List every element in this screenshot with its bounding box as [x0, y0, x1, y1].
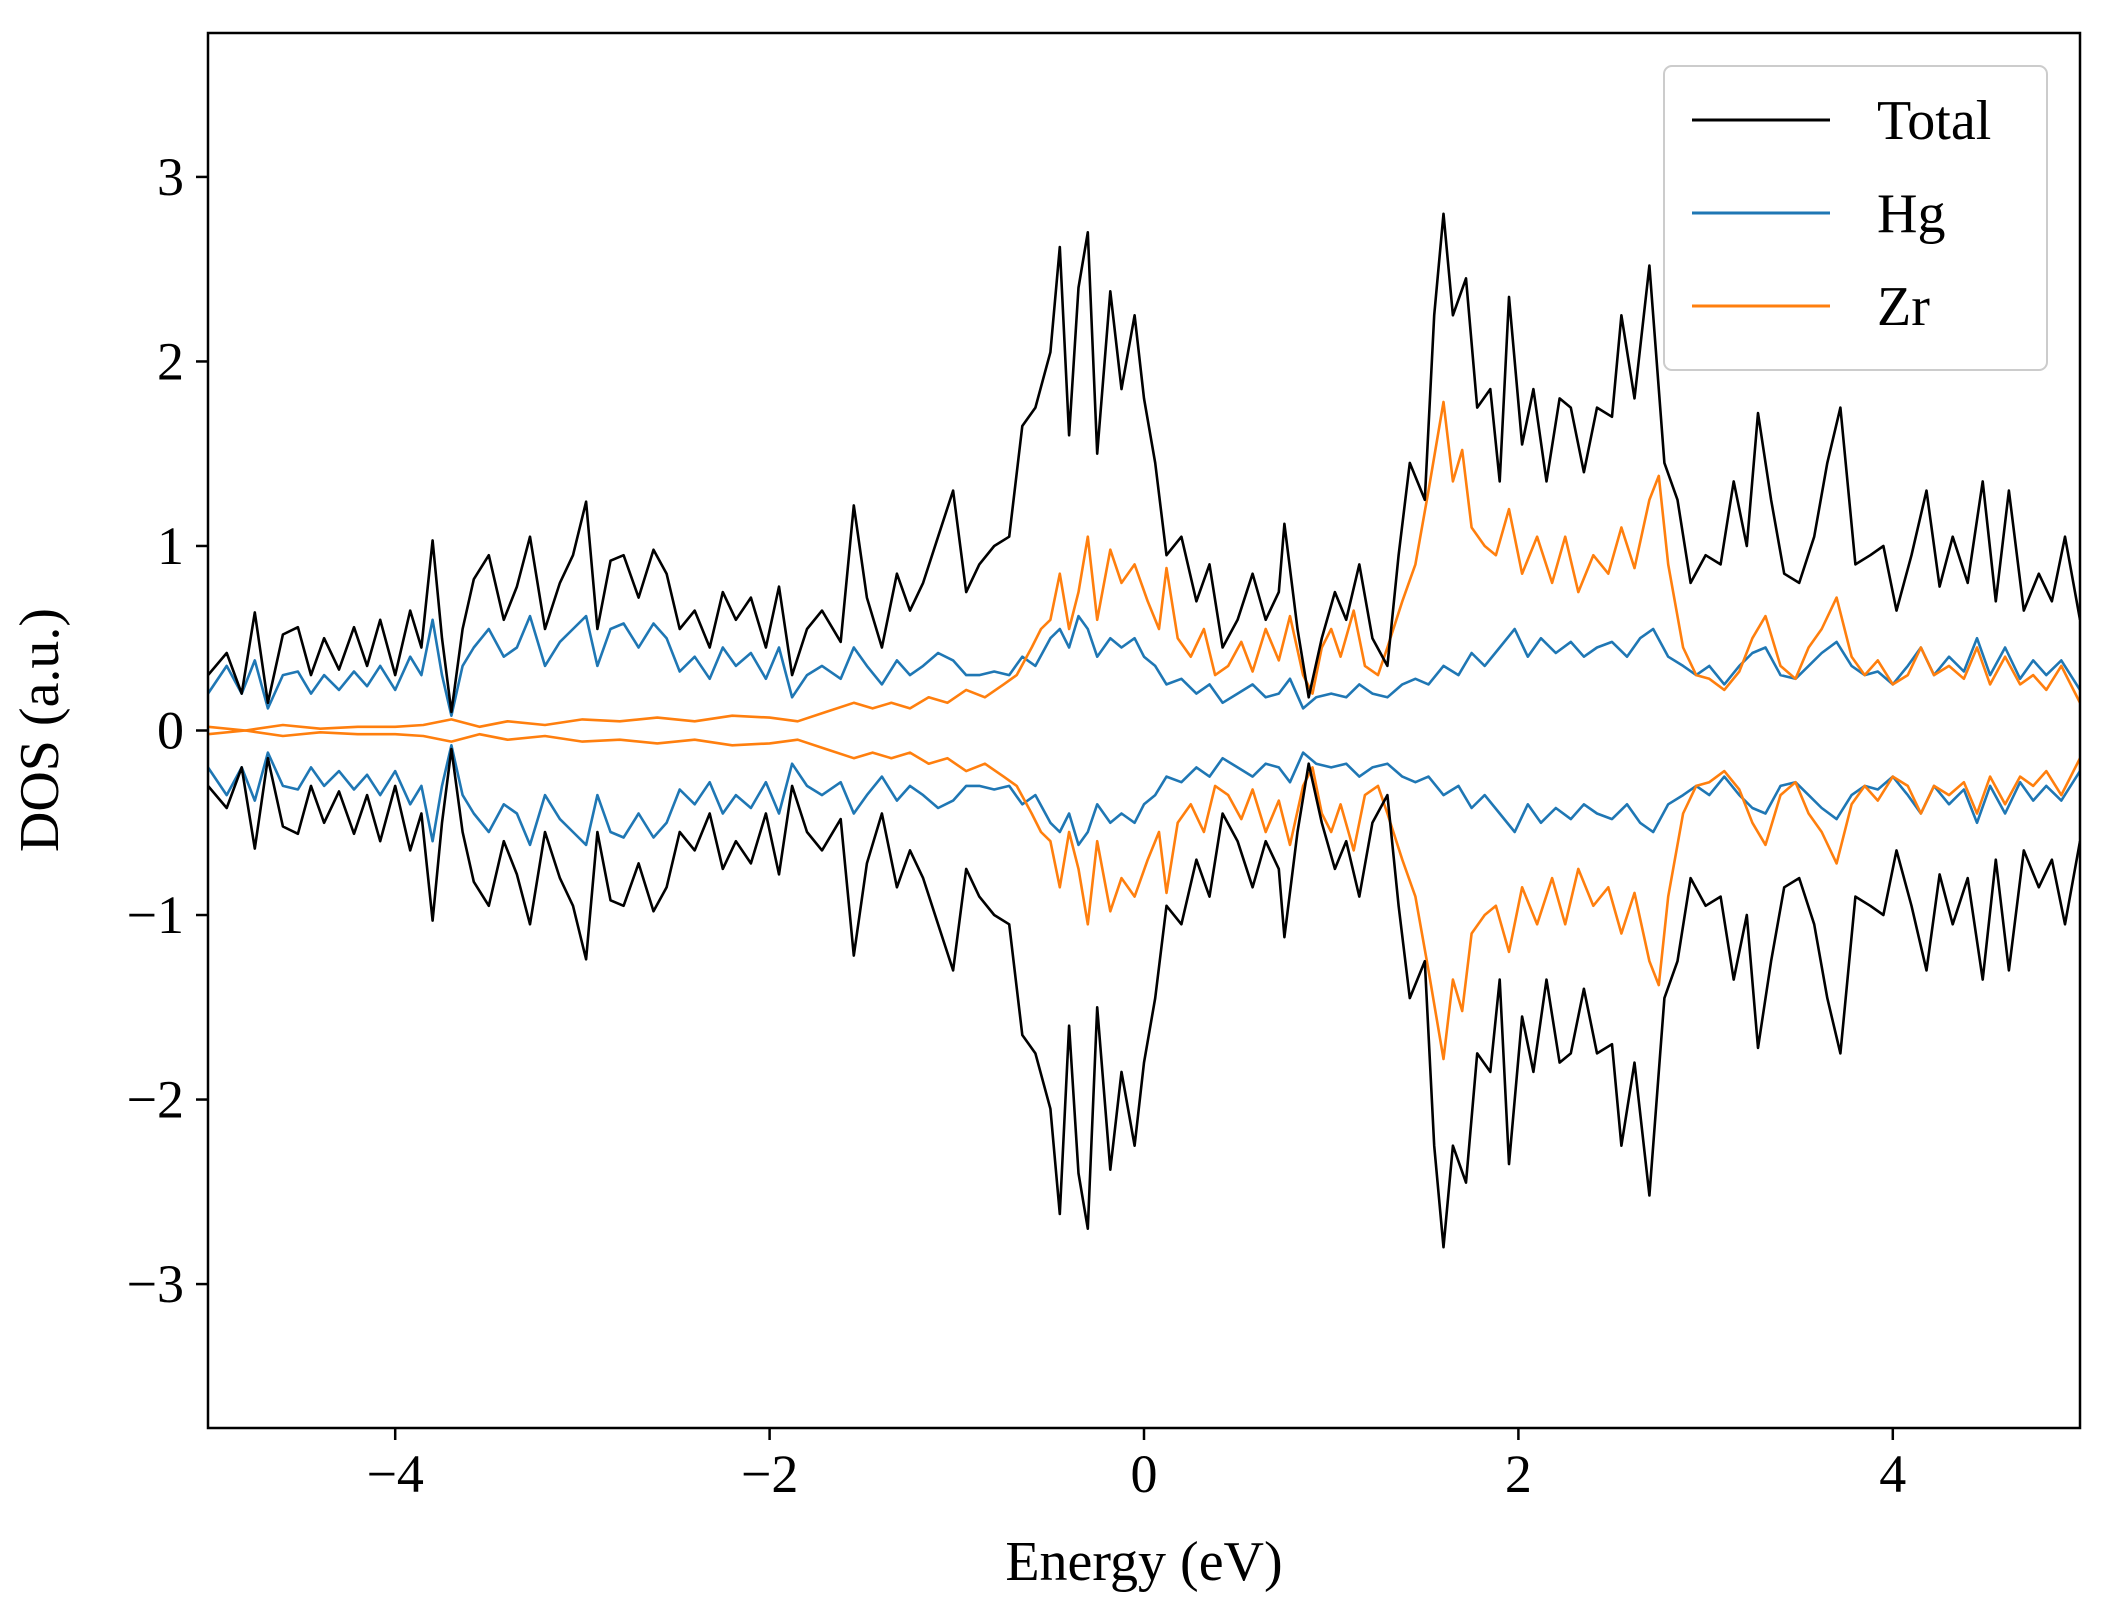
legend: Total Hg Zr [1663, 65, 2048, 371]
x-tick-label: −4 [366, 1444, 423, 1504]
legend-label-total: Total [1877, 90, 1991, 152]
series-lines [208, 212, 2080, 1249]
y-tick-label: 3 [157, 147, 184, 207]
y-tick-label: −3 [127, 1254, 184, 1314]
x-tick-label: −2 [741, 1444, 798, 1504]
y-tick-label: 0 [157, 701, 184, 761]
legend-label-hg: Hg [1877, 183, 1945, 245]
x-axis-title: Energy (eV) [1005, 1531, 1282, 1593]
series-total-spin-up [208, 212, 2080, 714]
series-hg-spin-down [208, 744, 2080, 847]
series-zr-spin-down [208, 729, 2080, 1061]
y-axis: −3 −2 −1 0 1 2 3 [127, 147, 208, 1314]
series-hg-spin-up [208, 614, 2080, 717]
y-axis-title: DOS (a.u.) [9, 608, 71, 852]
x-tick-label: 2 [1505, 1444, 1532, 1504]
x-tick-label: 0 [1131, 1444, 1158, 1504]
x-axis: −4 −2 0 2 4 [366, 1428, 1906, 1504]
series-total-spin-down [208, 747, 2080, 1249]
x-tick-label: 4 [1879, 1444, 1906, 1504]
y-tick-label: −2 [127, 1070, 184, 1130]
series-zr-spin-up [208, 400, 2080, 732]
y-tick-label: −1 [127, 885, 184, 945]
legend-label-zr: Zr [1877, 276, 1930, 338]
y-tick-label: 1 [157, 516, 184, 576]
legend-box [1663, 65, 2048, 371]
y-tick-label: 2 [157, 331, 184, 391]
